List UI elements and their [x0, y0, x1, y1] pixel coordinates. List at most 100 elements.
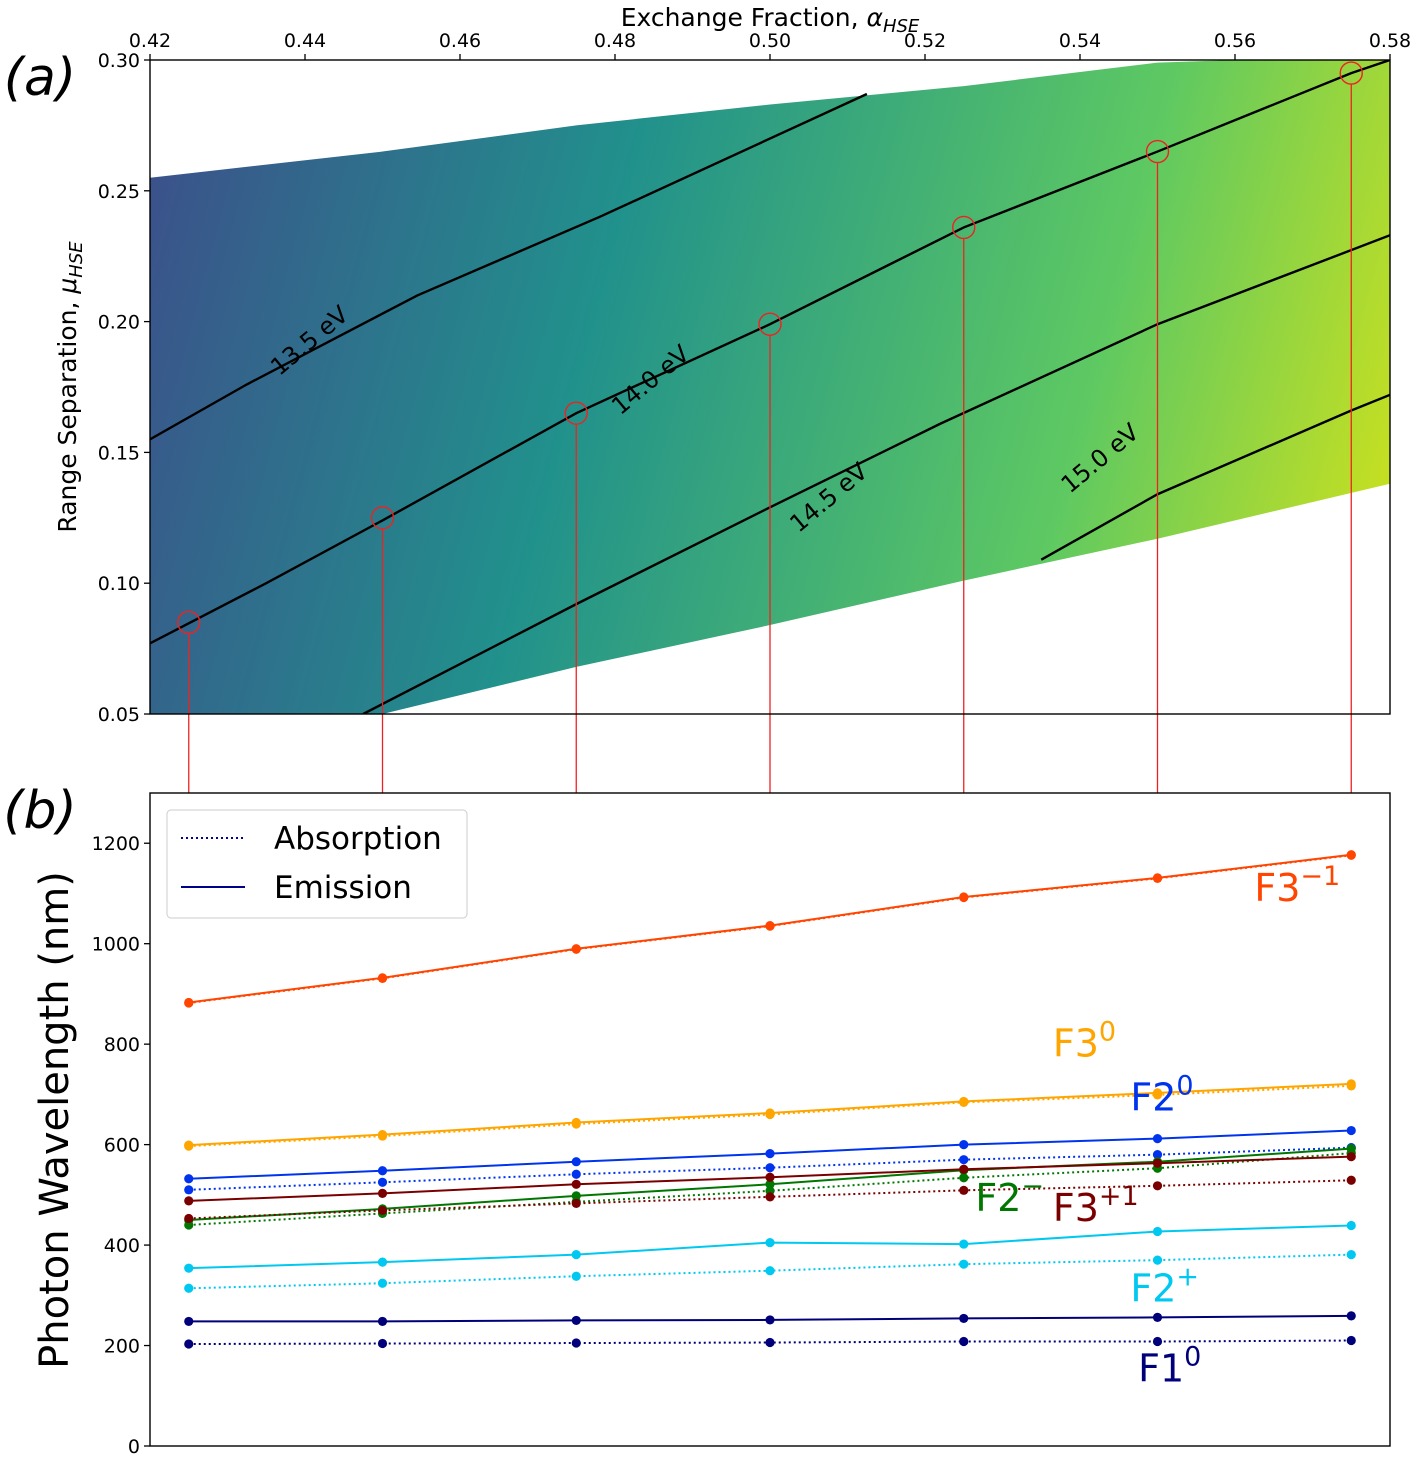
y-tick-label-b-1: 200	[104, 1336, 140, 1358]
y-axis-label-a: Range Separation, μHSE	[53, 241, 87, 533]
x-tick-label-a-8: 0.58	[1369, 30, 1411, 52]
marker-circle-5	[1145, 139, 1170, 164]
y-tick-label-b-0: 0	[128, 1436, 140, 1458]
series-emission-point-5-1	[377, 1257, 388, 1267]
series-absorption-point-2-1	[377, 1177, 388, 1187]
series-absorption-point-5-2	[571, 1271, 581, 1281]
series-absorption-point-6-4	[959, 1336, 969, 1347]
series-emission-point-4-1	[377, 1188, 388, 1198]
series-emission-point-1-4	[959, 1096, 969, 1107]
series-emission-point-5-6	[1346, 1220, 1356, 1231]
series-emission-point-5-2	[571, 1250, 581, 1260]
contour-line-0	[150, 92, 868, 441]
series-emission-point-3-2	[571, 1191, 581, 1201]
axes-b: 0 200 400 600 800 1000 1200	[92, 833, 150, 1458]
marker-circle-0	[177, 610, 201, 635]
y-tick-label-b-5: 1000	[92, 934, 140, 956]
panel-b: F3−1 F30 F20 F2− F3+1 F2+ F10 0 200 400 600 800 100…	[3, 781, 1391, 1458]
series-emission-point-0-5	[1152, 873, 1163, 883]
marker-circle-2	[564, 401, 588, 425]
series-absorption-point-2-3	[765, 1163, 775, 1173]
y-tick-label-b-3: 600	[104, 1135, 140, 1157]
series-label-0: F3−1	[1254, 861, 1340, 910]
series-emission-point-6-3	[765, 1315, 775, 1325]
series-absorption-point-5-5	[1152, 1255, 1163, 1265]
series-emission-point-4-6	[1346, 1152, 1356, 1162]
contour-line-3	[1040, 393, 1390, 561]
series-label-6: F10	[1138, 1342, 1201, 1391]
panel-label-a: (a)	[4, 48, 76, 108]
panel-label-b: (b)	[3, 781, 77, 841]
series-absorption-point-6-1	[377, 1338, 388, 1349]
series-emission-point-6-5	[1152, 1312, 1163, 1323]
x-tick-label-a-0: 0.42	[129, 30, 171, 52]
series-absorption-point-6-3	[765, 1337, 775, 1348]
series-emission-point-6-4	[959, 1313, 969, 1324]
x-tick-label-a-3: 0.48	[594, 30, 636, 52]
marker-circle-3	[758, 312, 782, 336]
series-labels: F3−1 F30 F20 F2− F3+1 F2+ F10	[975, 861, 1340, 1391]
series-emission-point-6-0	[184, 1316, 194, 1327]
series-absorption-point-3-4	[959, 1173, 969, 1183]
series-emission-point-5-0	[184, 1263, 194, 1273]
series-emission-point-2-0	[184, 1174, 194, 1184]
series-emission-point-5-4	[959, 1239, 969, 1249]
series-absorption-point-4-3	[765, 1192, 775, 1202]
series-emission-point-4-5	[1152, 1158, 1163, 1168]
series-emission-point-1-1	[377, 1129, 388, 1140]
series-emission-point-2-3	[765, 1149, 775, 1159]
series-emission-point-0-6	[1346, 850, 1356, 860]
series-emission-point-6-6	[1346, 1311, 1356, 1321]
x-tick-label-a-1: 0.44	[284, 30, 326, 52]
series-emission-point-2-4	[959, 1140, 969, 1150]
series-absorption-point-6-6	[1346, 1335, 1356, 1346]
plot-frame-b	[149, 792, 1391, 1447]
series-emission-point-1-5	[1152, 1088, 1163, 1098]
x-tick-label-a-7: 0.56	[1214, 30, 1256, 52]
marker-circles	[177, 61, 1363, 635]
y-tick-label-b-2: 400	[104, 1235, 140, 1257]
series-emission-point-0-4	[959, 892, 969, 902]
series-absorption-point-2-0	[184, 1185, 194, 1195]
series-absorption-point-2-5	[1152, 1150, 1163, 1160]
series-emission-point-1-2	[571, 1117, 581, 1128]
series-emission-point-2-6	[1346, 1125, 1356, 1136]
series-absorption-point-6-2	[571, 1338, 581, 1348]
series-absorption-point-6-0	[184, 1339, 194, 1349]
series-absorption-point-4-0	[184, 1213, 194, 1224]
series-emission-point-0-1	[377, 973, 388, 983]
contour-line-1	[150, 60, 1390, 645]
series-emission-point-3-6	[1346, 1144, 1356, 1154]
series-emission-point-1-6	[1346, 1079, 1356, 1089]
series-emission-point-4-4	[959, 1164, 969, 1174]
series-emission-point-5-5	[1152, 1226, 1163, 1237]
x-axis-label-a: Exchange Fraction, αHSE	[621, 3, 920, 37]
series-emission-point-0-0	[184, 997, 194, 1008]
series-emission-point-2-1	[377, 1166, 388, 1176]
series-label-1: F30	[1053, 1017, 1116, 1066]
y-tick-label-b-4: 800	[104, 1034, 140, 1056]
series-absorption-point-6-5	[1152, 1336, 1163, 1347]
y-axis-label-b: Photon Wavelength (nm)	[32, 871, 78, 1369]
y-tick-label-a-5: 0.30	[98, 50, 140, 72]
marker-connector-lines	[188, 84, 1352, 793]
series-absorption-point-4-1	[377, 1205, 388, 1216]
series-emission-point-6-2	[571, 1315, 581, 1326]
series-emission-point-2-5	[1152, 1133, 1163, 1144]
x-tick-label-a-2: 0.46	[439, 30, 481, 52]
series-emission-point-6-1	[377, 1316, 388, 1327]
series-absorption-point-4-6	[1346, 1175, 1356, 1185]
contour-lines	[150, 60, 1390, 714]
series-emission-point-5-3	[765, 1237, 775, 1248]
series-absorption-point-5-6	[1346, 1250, 1356, 1260]
series-absorption-point-4-5	[1152, 1181, 1163, 1191]
series-emission-point-3-3	[765, 1179, 775, 1189]
series-absorption-point-5-4	[959, 1259, 969, 1269]
x-tick-label-a-5: 0.52	[904, 30, 946, 52]
series-emission-point-4-2	[571, 1179, 581, 1189]
legend-emission-label: Emission	[274, 870, 412, 906]
marker-circle-6	[1339, 61, 1363, 85]
series-absorption-point-2-4	[959, 1155, 969, 1165]
